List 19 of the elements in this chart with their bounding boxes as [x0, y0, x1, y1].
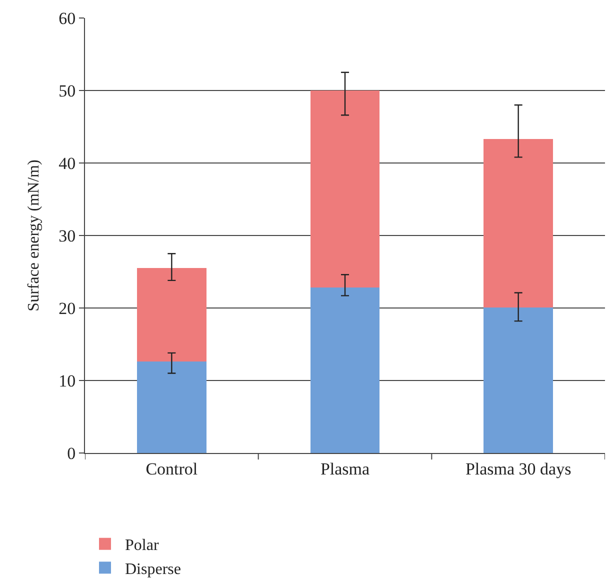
bar: [310, 288, 380, 453]
bar: [137, 362, 206, 453]
y-tick-label: 60: [58, 8, 76, 28]
bar: [484, 307, 553, 453]
x-tick-label: Control: [146, 459, 198, 478]
legend-label: Polar: [125, 537, 160, 554]
legend-label: Disperse: [125, 560, 181, 578]
y-tick-label: 0: [67, 444, 76, 463]
y-tick-label: 20: [58, 298, 76, 318]
x-tick-label: Plasma 30 days: [465, 459, 572, 478]
bar: [310, 90, 380, 288]
y-axis-title: Surface energy (mN/m): [26, 160, 42, 312]
bar: [484, 139, 553, 308]
x-tick-label: Plasma: [320, 459, 370, 478]
y-tick-label: 10: [58, 371, 76, 390]
bar: [137, 268, 206, 362]
y-tick-label: 40: [58, 154, 76, 173]
y-tick-label: 30: [58, 226, 76, 246]
y-tick-label: 50: [58, 81, 76, 100]
